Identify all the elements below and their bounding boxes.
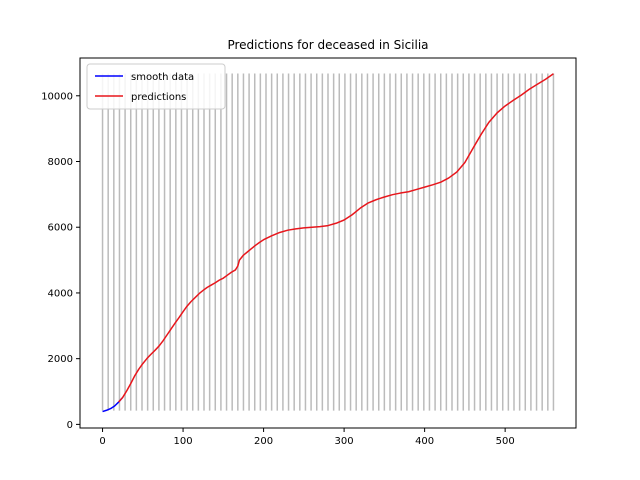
chart-title: Predictions for deceased in Sicilia [227,38,428,52]
x-axis: 0 100 200 300 400 500 [99,428,515,447]
series-line-1 [118,73,554,403]
x-tick-label: 0 [99,436,105,447]
legend-label: predictions [131,92,186,103]
legend-label: smooth data [131,72,194,83]
y-tick-label: 4000 [48,288,73,299]
y-tick-label: 6000 [48,223,73,234]
y-tick-label: 8000 [48,157,73,168]
x-tick-label: 500 [496,436,515,447]
y-tick-label: 2000 [48,354,73,365]
x-tick-label: 300 [335,436,354,447]
x-tick-label: 200 [254,436,273,447]
y-tick-label: 10000 [41,91,73,102]
y-axis: 0 2000 4000 6000 8000 10000 [41,91,80,431]
x-tick-label: 400 [415,436,434,447]
legend: smooth data predictions [86,63,226,110]
y-tick-label: 0 [67,420,73,431]
vertical-markers [101,73,555,411]
plot-area-frame [79,57,577,429]
series-lines [102,73,554,413]
x-tick-label: 100 [174,436,193,447]
